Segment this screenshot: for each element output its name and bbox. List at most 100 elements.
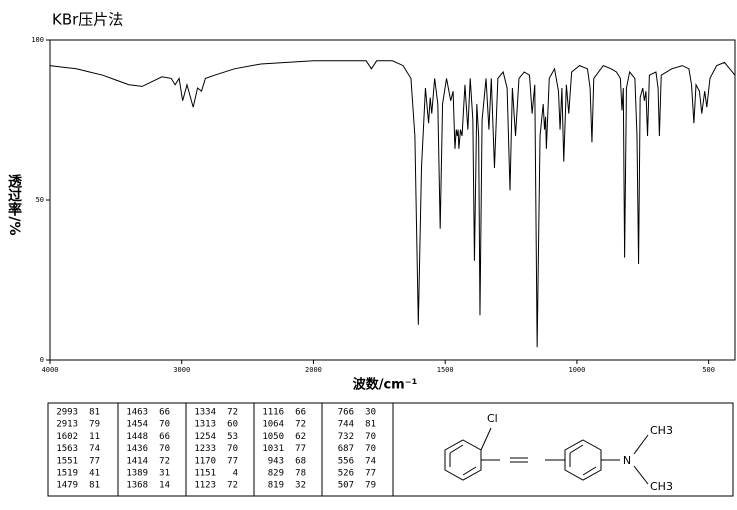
peak-transmittance: 53	[227, 432, 238, 442]
peak-wavenumber: 687	[338, 444, 354, 454]
peak-transmittance: 78	[295, 469, 306, 479]
peak-transmittance: 72	[295, 420, 306, 430]
peak-wavenumber: 943	[268, 456, 284, 466]
x-tick-label: 1000	[568, 366, 585, 374]
peak-transmittance: 30	[365, 408, 376, 418]
peak-wavenumber: 526	[338, 469, 354, 479]
atom-label: N	[623, 454, 631, 467]
peak-transmittance: 77	[89, 456, 100, 466]
spectrum-line	[49, 60, 736, 348]
peak-transmittance: 11	[89, 432, 100, 442]
peak-wavenumber: 2913	[56, 420, 78, 430]
peak-wavenumber: 1463	[126, 408, 148, 418]
peak-wavenumber: 829	[268, 469, 284, 479]
peak-transmittance: 41	[89, 469, 100, 479]
structure	[444, 427, 649, 485]
peak-wavenumber: 556	[338, 456, 354, 466]
peak-transmittance: 70	[365, 432, 376, 442]
y-tick-label: 50	[36, 196, 44, 204]
peak-transmittance: 60	[227, 420, 238, 430]
peak-transmittance: 70	[159, 420, 170, 430]
peak-table	[47, 402, 734, 497]
atom-label: CH3	[650, 480, 673, 493]
peak-transmittance: 77	[365, 469, 376, 479]
peak-wavenumber: 1436	[126, 444, 148, 454]
x-tick-label: 3000	[173, 366, 190, 374]
peak-transmittance: 62	[295, 432, 306, 442]
peak-transmittance: 70	[365, 444, 376, 454]
bond	[633, 434, 649, 455]
atom-label: Cl	[487, 412, 498, 425]
peak-transmittance: 66	[295, 408, 306, 418]
peak-wavenumber: 1448	[126, 432, 148, 442]
peak-transmittance: 81	[365, 420, 376, 430]
peak-wavenumber: 819	[268, 481, 284, 491]
peak-wavenumber: 1334	[194, 408, 216, 418]
bond	[480, 427, 492, 451]
peak-transmittance: 77	[295, 444, 306, 454]
peak-transmittance: 79	[365, 481, 376, 491]
peak-transmittance: 81	[89, 481, 100, 491]
bond	[569, 444, 584, 454]
peak-wavenumber: 2993	[56, 408, 78, 418]
peak-transmittance: 79	[89, 420, 100, 430]
peak-transmittance: 70	[227, 444, 238, 454]
peak-transmittance: 72	[227, 481, 238, 491]
peak-wavenumber: 507	[338, 481, 354, 491]
peak-wavenumber: 1116	[262, 408, 284, 418]
y-tick-label: 0	[40, 356, 44, 364]
peak-wavenumber: 1064	[262, 420, 284, 430]
peak-wavenumber: 1563	[56, 444, 78, 454]
chart-title: KBr压片法	[52, 11, 123, 29]
peak-wavenumber: 1551	[56, 456, 78, 466]
peak-wavenumber: 1050	[262, 432, 284, 442]
peak-transmittance: 81	[89, 408, 100, 418]
peak-wavenumber: 1414	[126, 456, 148, 466]
peak-wavenumber: 1123	[194, 481, 216, 491]
peak-transmittance: 70	[159, 444, 170, 454]
peak-transmittance: 31	[159, 469, 170, 479]
peak-wavenumber: 1233	[194, 444, 216, 454]
peak-transmittance: 72	[227, 408, 238, 418]
bond	[449, 444, 464, 454]
peak-wavenumber: 1479	[56, 481, 78, 491]
plot-frame	[49, 39, 736, 361]
peak-transmittance: 4	[233, 469, 238, 479]
peak-wavenumber: 1389	[126, 469, 148, 479]
peak-wavenumber: 1254	[194, 432, 216, 442]
peak-wavenumber: 1313	[194, 420, 216, 430]
peak-wavenumber: 1368	[126, 481, 148, 491]
peak-transmittance: 77	[227, 456, 238, 466]
peak-transmittance: 74	[365, 456, 376, 466]
peak-transmittance: 74	[89, 444, 100, 454]
x-axis-label: 波数/cm⁻¹	[353, 377, 418, 393]
bond	[633, 465, 649, 485]
benzene-ring	[564, 439, 602, 481]
peak-transmittance: 14	[159, 481, 170, 491]
peak-transmittance: 66	[159, 408, 170, 418]
x-tick-label: 1500	[437, 366, 454, 374]
peak-transmittance: 32	[295, 481, 306, 491]
table-frame	[47, 402, 734, 497]
peak-wavenumber: 1519	[56, 469, 78, 479]
y-axis-label: 透过率/%	[6, 174, 22, 235]
x-tick-label: 2000	[305, 366, 322, 374]
peak-wavenumber: 732	[338, 432, 354, 442]
peak-wavenumber: 1151	[194, 469, 216, 479]
peak-transmittance: 72	[159, 456, 170, 466]
peak-transmittance: 68	[295, 456, 306, 466]
atom-label: CH3	[650, 424, 673, 437]
peak-wavenumber: 1602	[56, 432, 78, 442]
peak-wavenumber: 1031	[262, 444, 284, 454]
peak-wavenumber: 766	[338, 408, 354, 418]
x-tick-label: 4000	[42, 366, 59, 374]
peak-wavenumber: 1170	[194, 456, 216, 466]
peak-wavenumber: 1454	[126, 420, 148, 430]
peak-transmittance: 66	[159, 432, 170, 442]
bond	[582, 466, 597, 476]
x-tick-label: 500	[702, 366, 715, 374]
y-tick-label: 100	[31, 36, 44, 44]
peak-wavenumber: 744	[338, 420, 354, 430]
